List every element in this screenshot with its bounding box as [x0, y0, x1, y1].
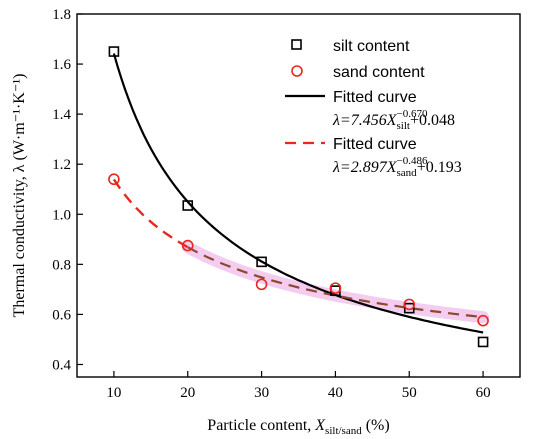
y-tick-label: 1.2: [52, 157, 71, 173]
sand-point: [477, 314, 489, 327]
sand-fit-curve: [112, 178, 189, 249]
legend-sand-fit-equation: λ=2.897X−0.486 sand+0.193: [332, 155, 462, 179]
plot-frame: [76, 13, 521, 378]
sand-point: [181, 239, 194, 252]
y-tick-label: 1.0: [52, 207, 71, 223]
silt-fit-curve: [112, 53, 484, 334]
y-tick-label: 0.6: [52, 307, 71, 323]
y-tick-label: 1.4: [52, 107, 71, 123]
axis-ticks: 10 20 30 40 50 60 0.4 0.6 0.8 1.0 1.2 1.4 1.6 1.8: [52, 7, 490, 401]
silt-point: [108, 46, 120, 57]
legend-silt-fit-equation: λ=7.456X−0.670 silt+0.048: [332, 108, 455, 132]
sand-fit-curve-overlay: [187, 246, 484, 319]
silt-point: [403, 302, 415, 314]
y-tick-label: 0.4: [52, 357, 71, 373]
x-tick-label: 40: [328, 385, 343, 401]
sand-point: [329, 282, 342, 294]
legend-sand-marker: [291, 65, 303, 77]
x-tick-label: 60: [476, 385, 491, 401]
sand-point: [403, 298, 416, 311]
sand-point: [108, 173, 120, 186]
y-tick-label: 0.8: [52, 257, 71, 273]
sand-fit-band: [181, 241, 490, 324]
x-tick-label: 20: [180, 385, 195, 401]
x-axis-title: Particle content, Xsilt/sand (%): [207, 417, 389, 437]
legend-silt-fit-label: Fitted curve: [333, 89, 417, 106]
silt-point: [182, 200, 194, 211]
sand-point: [255, 278, 268, 291]
y-tick-label: 1.6: [52, 57, 71, 73]
confidence-band: [181, 241, 490, 324]
legend-sand-fit-label: Fitted curve: [333, 136, 417, 153]
data-markers: [108, 46, 489, 348]
legend-silt-label: silt content: [333, 38, 410, 55]
legend-sand-label: sand content: [333, 64, 425, 81]
silt-point: [256, 256, 267, 268]
y-tick-label: 1.8: [52, 7, 71, 23]
x-tick-label: 10: [106, 385, 121, 401]
silt-point: [477, 336, 489, 348]
legend-silt-marker: [291, 39, 302, 50]
y-axis-title: Thermal conductivity, λ (W·m⁻¹·K⁻¹): [11, 74, 28, 318]
fitted-curves: [112, 53, 484, 334]
legend: silt content sand content Fitted curve λ…: [285, 38, 462, 179]
x-tick-label: 30: [254, 385, 269, 401]
x-tick-label: 50: [402, 385, 417, 401]
